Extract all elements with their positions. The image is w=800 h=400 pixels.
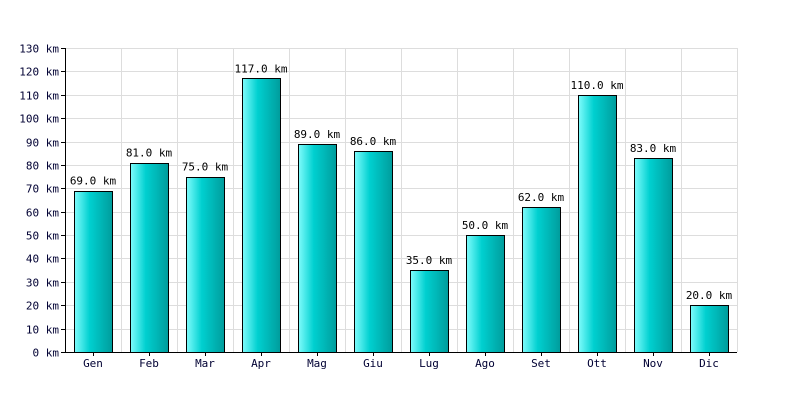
x-tick-label: Gen (83, 357, 103, 370)
data-label: 110.0 km (571, 79, 624, 92)
bar-apr (242, 78, 281, 353)
data-label: 62.0 km (518, 191, 565, 204)
y-tick-label: 50 km (26, 230, 59, 243)
data-label: 81.0 km (126, 147, 173, 160)
y-tick-label: 0 km (33, 347, 60, 360)
y-tick-label: 120 km (19, 66, 59, 79)
x-tick-label: Feb (139, 357, 159, 370)
x-tick-label: Mag (307, 357, 327, 370)
x-axis-tick-labels: Gen Feb Mar Apr Mag Giu Lug Ago Set Ott Nov Dic (83, 352, 719, 370)
y-tick-label: 90 km (26, 137, 59, 150)
x-tick-label: Ago (475, 357, 495, 370)
data-label: 75.0 km (182, 161, 229, 174)
bar-ago (466, 235, 505, 353)
x-tick-label: Apr (251, 357, 271, 370)
bar-dic (690, 305, 729, 353)
y-tick-label: 110 km (19, 90, 59, 103)
x-tick-label: Nov (643, 357, 663, 370)
bar-set (522, 207, 561, 353)
y-tick-label: 70 km (26, 183, 59, 196)
data-label: 20.0 km (686, 289, 733, 302)
y-tick-label: 100 km (19, 113, 59, 126)
data-label: 86.0 km (350, 135, 397, 148)
bar-mag (298, 144, 337, 353)
x-tick-label: Set (531, 357, 551, 370)
y-tick-label: 40 km (26, 253, 59, 266)
data-label: 89.0 km (294, 128, 341, 141)
y-tick-label: 30 km (26, 277, 59, 290)
data-label: 117.0 km (235, 62, 288, 75)
data-label: 83.0 km (630, 142, 677, 155)
y-tick-label: 130 km (19, 43, 59, 56)
bar-ott (578, 95, 617, 353)
y-tick-label: 60 km (26, 207, 59, 220)
bar-mar (186, 177, 225, 353)
axes (65, 48, 737, 353)
bar-giu (354, 151, 393, 353)
x-tick-label: Mar (195, 357, 215, 370)
y-axis-tick-labels: 0 km 10 km 20 km 30 km 40 km 50 km 60 km 70 km 8… (19, 43, 65, 360)
data-label: 50.0 km (462, 219, 509, 232)
x-tick-label: Ott (587, 357, 607, 370)
grid (65, 48, 738, 353)
bar-lug (410, 270, 449, 353)
x-tick-label: Giu (363, 357, 383, 370)
bar-gen (74, 191, 113, 353)
bar-feb (130, 163, 169, 353)
y-tick-label: 80 km (26, 160, 59, 173)
bar-nov (634, 158, 673, 353)
y-tick-label: 20 km (26, 300, 59, 313)
data-labels: 69.0 km 81.0 km 75.0 km 117.0 km 89.0 km 86.0… (70, 62, 733, 302)
data-label: 35.0 km (406, 254, 453, 267)
data-label: 69.0 km (70, 175, 117, 188)
x-tick-label: Lug (419, 357, 439, 370)
x-tick-label: Dic (699, 357, 719, 370)
y-tick-label: 10 km (26, 324, 59, 337)
